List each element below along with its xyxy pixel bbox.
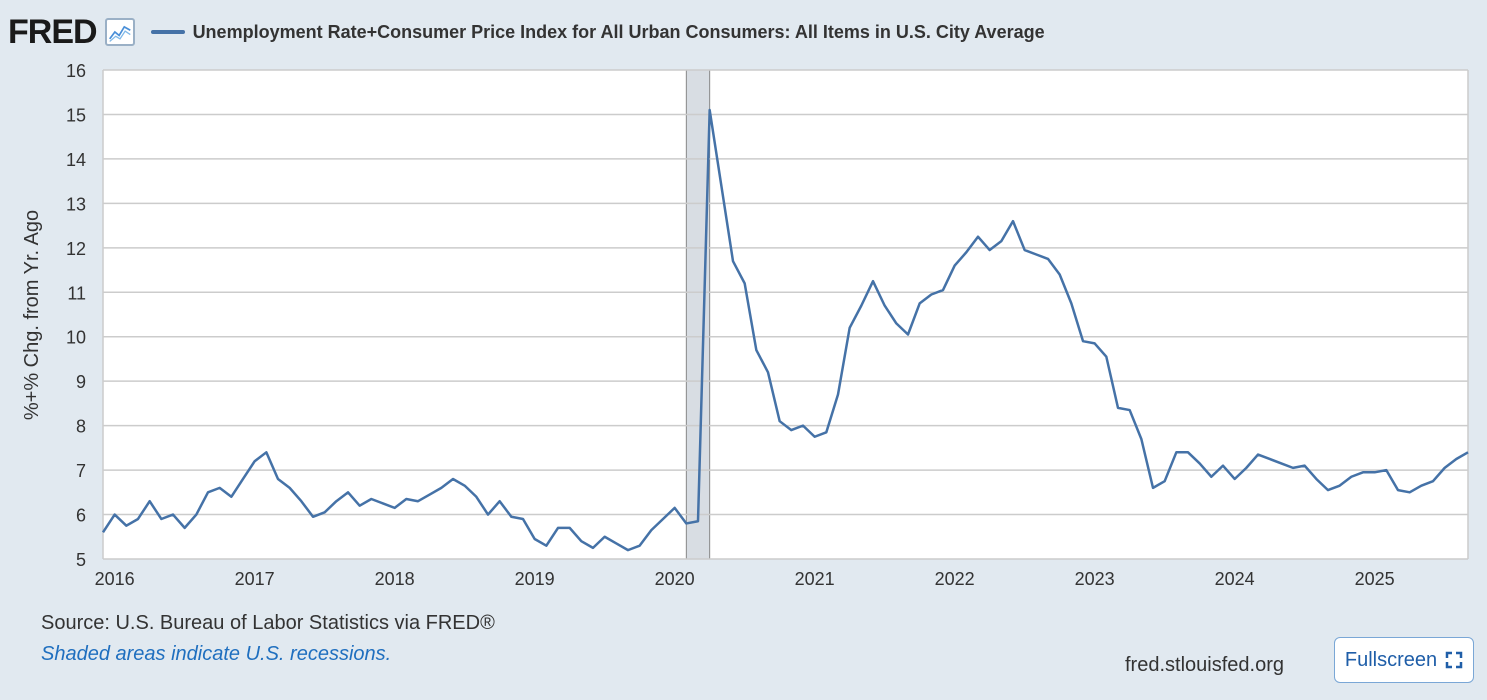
x-tick-label: 2021 (795, 569, 835, 589)
y-tick-label: 7 (76, 461, 86, 481)
x-tick-label: 2016 (95, 569, 135, 589)
y-axis-ticks: 5 6 7 8 9 10 11 12 13 14 15 16 (66, 61, 86, 570)
x-tick-label: 2018 (375, 569, 415, 589)
x-tick-label: 2025 (1355, 569, 1395, 589)
x-tick-label: 2023 (1075, 569, 1115, 589)
y-tick-label: 16 (66, 61, 86, 81)
grid-layer (102, 69, 1469, 560)
y-tick-label: 15 (66, 105, 86, 125)
expand-icon (1445, 651, 1463, 669)
legend-swatch (150, 30, 185, 34)
x-tick-label: 2019 (515, 569, 555, 589)
line-chart: 5 6 7 8 9 10 11 12 13 14 15 16 2016 2017 2018 2019 2020… (21, 61, 1469, 589)
y-tick-label: 13 (66, 194, 86, 214)
fullscreen-label: Fullscreen (1344, 648, 1438, 671)
y-axis-label: %+% Chg. from Yr. Ago (21, 210, 43, 420)
line-chart-icon[interactable] (104, 18, 135, 46)
y-tick-label: 9 (76, 372, 86, 392)
x-tick-label: 2022 (935, 569, 975, 589)
site-url[interactable]: fred.stlouisfed.org (1125, 654, 1284, 676)
y-tick-label: 5 (76, 550, 86, 570)
y-tick-label: 12 (66, 239, 86, 259)
recession-note: Shaded areas indicate U.S. recessions. (41, 643, 392, 665)
x-tick-label: 2017 (235, 569, 275, 589)
y-tick-label: 14 (66, 150, 86, 170)
y-tick-label: 10 (66, 328, 86, 348)
plot-area (103, 70, 1468, 559)
source-note: Source: U.S. Bureau of Labor Statistics … (41, 612, 495, 634)
y-tick-label: 11 (67, 283, 86, 303)
x-tick-label: 2024 (1215, 569, 1255, 589)
chart-header: FRED Unemployment Rate+Consumer Price In… (8, 12, 1045, 52)
series-line (101, 108, 1469, 552)
x-tick-label: 2020 (655, 569, 695, 589)
recession-layer (103, 69, 1468, 560)
y-tick-label: 6 (76, 506, 86, 526)
fullscreen-button[interactable]: Fullscreen (1334, 637, 1474, 683)
series-layer (101, 108, 1469, 552)
x-axis-ticks: 2016 2017 2018 2019 2020 2021 2022 2023 2024 2025 (95, 569, 1395, 589)
y-tick-label: 8 (76, 417, 86, 437)
fred-logo[interactable]: FRED (8, 13, 98, 51)
legend-label: Unemployment Rate+Consumer Price Index f… (192, 21, 1045, 42)
